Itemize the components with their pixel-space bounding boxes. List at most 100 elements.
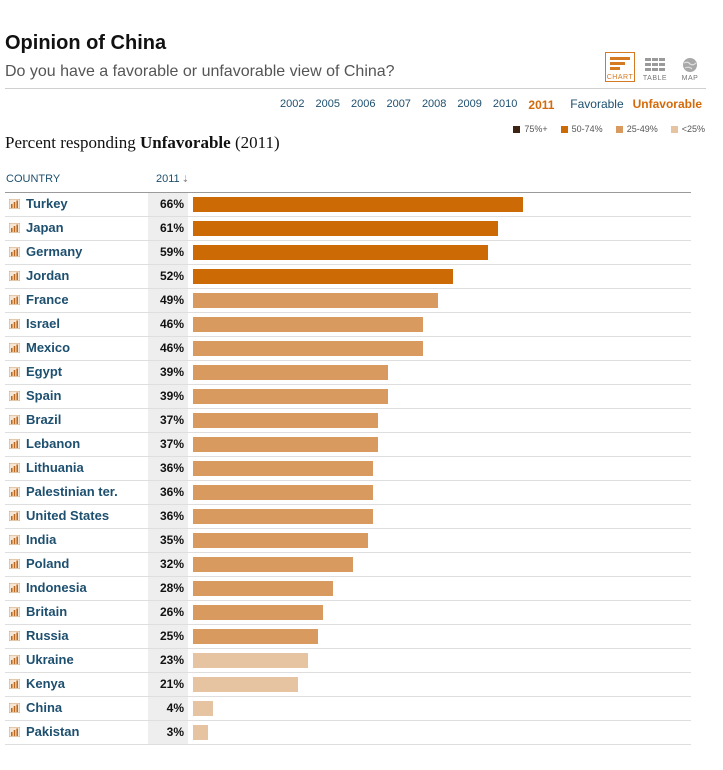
chart-view-button[interactable]: CHART: [605, 52, 635, 82]
trend-chart-icon[interactable]: [9, 535, 20, 545]
country-name[interactable]: Spain: [26, 388, 62, 403]
trend-chart-icon[interactable]: [9, 295, 20, 305]
table-row: Lebanon 37%: [5, 433, 691, 457]
trend-chart-icon[interactable]: [9, 199, 20, 209]
value-label: 49%: [159, 293, 184, 307]
country-name[interactable]: Lithuania: [26, 460, 84, 475]
bar: [193, 365, 388, 380]
legend-label: 75%+: [524, 124, 548, 134]
year-2006[interactable]: 2006: [350, 98, 376, 110]
bar: [193, 389, 388, 404]
legend-item: 75%+: [513, 124, 548, 134]
trend-chart-icon[interactable]: [9, 679, 20, 689]
value-cell: 32%: [148, 553, 188, 576]
country-name[interactable]: Mexico: [26, 340, 71, 355]
table-row: Ukraine 23%: [5, 649, 691, 673]
country-name[interactable]: India: [26, 532, 57, 547]
trend-chart-icon[interactable]: [9, 511, 20, 521]
favorable-toggle[interactable]: Favorable: [570, 97, 624, 111]
bar: [193, 437, 378, 452]
value-cell: 21%: [148, 673, 188, 696]
trend-chart-icon[interactable]: [9, 343, 20, 353]
year-2011[interactable]: 2011: [528, 98, 555, 112]
country-name[interactable]: France: [26, 292, 69, 307]
trend-chart-icon[interactable]: [9, 631, 20, 641]
country-name[interactable]: Japan: [26, 220, 64, 235]
year-2009[interactable]: 2009: [457, 98, 482, 110]
table-row: Palestinian ter. 36%: [5, 481, 691, 505]
bar: [193, 509, 373, 524]
bar: [193, 221, 498, 236]
trend-chart-icon[interactable]: [9, 319, 20, 329]
country-name[interactable]: Brazil: [26, 412, 62, 427]
bar: [193, 197, 523, 212]
legend-label: <25%: [681, 124, 705, 134]
bar: [193, 725, 208, 740]
trend-chart-icon[interactable]: [9, 487, 20, 497]
year-2007[interactable]: 2007: [386, 98, 411, 110]
trend-chart-icon[interactable]: [9, 415, 20, 425]
trend-chart-icon[interactable]: [9, 703, 20, 713]
country-name[interactable]: Britain: [26, 604, 68, 619]
year-column-header[interactable]: 2011 ⇣: [156, 173, 189, 185]
country-name[interactable]: United States: [26, 508, 110, 523]
bar: [193, 653, 308, 668]
globe-icon: [683, 58, 697, 72]
value-label: 25%: [159, 629, 184, 643]
unfavorable-toggle[interactable]: Unfavorable: [632, 97, 702, 111]
value-label: 23%: [159, 653, 184, 667]
trend-chart-icon[interactable]: [9, 391, 20, 401]
bar: [193, 269, 453, 284]
trend-chart-icon[interactable]: [9, 559, 20, 569]
country-name[interactable]: China: [26, 700, 63, 715]
bar: [193, 701, 213, 716]
country-name[interactable]: Pakistan: [26, 724, 80, 739]
trend-chart-icon[interactable]: [9, 583, 20, 593]
table-row: Japan 61%: [5, 217, 691, 241]
value-cell: 61%: [148, 217, 188, 240]
value-label: 4%: [166, 701, 184, 715]
caption-suffix: (2011): [230, 133, 280, 152]
value-label: 59%: [159, 245, 184, 259]
trend-chart-icon[interactable]: [9, 655, 20, 665]
country-name[interactable]: Turkey: [26, 196, 68, 211]
trend-chart-icon[interactable]: [9, 247, 20, 257]
legend-item: <25%: [670, 124, 705, 134]
map-view-label: MAP: [681, 75, 699, 82]
country-name[interactable]: Ukraine: [26, 652, 74, 667]
country-name[interactable]: Kenya: [26, 676, 66, 691]
table-row: India 35%: [5, 529, 691, 553]
trend-chart-icon[interactable]: [9, 271, 20, 281]
table-view-button[interactable]: TABLE: [640, 52, 670, 82]
trend-chart-icon[interactable]: [9, 463, 20, 473]
country-column-header[interactable]: COUNTRY: [6, 173, 61, 185]
map-view-button[interactable]: MAP: [675, 52, 705, 82]
bar: [193, 485, 373, 500]
value-label: 36%: [159, 485, 184, 499]
value-cell: 37%: [148, 433, 188, 456]
sort-descending-icon: ⇣: [181, 174, 190, 184]
value-label: 66%: [159, 197, 184, 211]
country-name[interactable]: Russia: [26, 628, 69, 643]
value-cell: 46%: [148, 313, 188, 336]
value-cell: 49%: [148, 289, 188, 312]
year-2002[interactable]: 2002: [280, 98, 305, 110]
year-2010[interactable]: 2010: [492, 98, 518, 110]
value-label: 46%: [159, 317, 184, 331]
trend-chart-icon[interactable]: [9, 367, 20, 377]
country-name[interactable]: Israel: [26, 316, 60, 331]
trend-chart-icon[interactable]: [9, 727, 20, 737]
year-2008[interactable]: 2008: [421, 98, 447, 110]
country-name[interactable]: Indonesia: [26, 580, 87, 595]
country-name[interactable]: Jordan: [26, 268, 70, 283]
trend-chart-icon[interactable]: [9, 607, 20, 617]
value-cell: 36%: [148, 481, 188, 504]
country-name[interactable]: Germany: [26, 244, 83, 259]
country-name[interactable]: Egypt: [26, 364, 63, 379]
year-2005[interactable]: 2005: [315, 98, 340, 110]
country-name[interactable]: Poland: [26, 556, 70, 571]
trend-chart-icon[interactable]: [9, 223, 20, 233]
country-name[interactable]: Lebanon: [26, 436, 81, 451]
country-name[interactable]: Palestinian ter.: [26, 484, 118, 499]
trend-chart-icon[interactable]: [9, 439, 20, 449]
